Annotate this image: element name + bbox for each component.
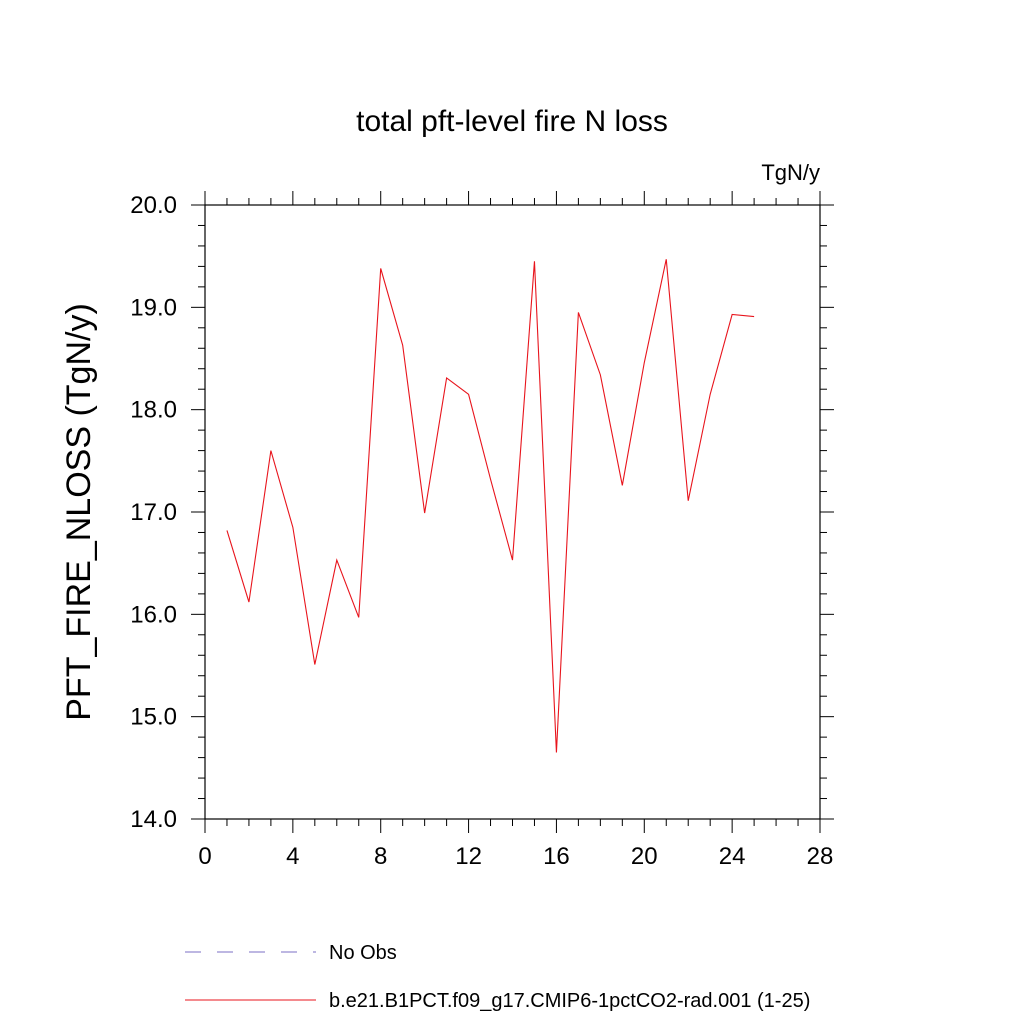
y-tick-label: 16.0 [130,601,177,628]
axis-tick-labels: 0 4 8 12 16 20 24 28 14.0 15.0 16.0 17.0 18.0 19.0 20.… [130,192,833,870]
x-tick-label: 28 [807,843,834,870]
y-tick-label: 19.0 [130,294,177,321]
y-axis-label: PFT_FIRE_NLOSS (TgN/y) [60,303,98,721]
y-tick-label: 15.0 [130,704,177,731]
x-tick-label: 8 [374,843,387,870]
y-tick-label: 20.0 [130,192,177,219]
series-layer [226,259,755,753]
axis-ticks [191,191,834,833]
legend-label: No Obs [329,942,397,964]
y-tick-label: 14.0 [130,806,177,833]
x-tick-label: 20 [631,843,658,870]
plot-frame [204,204,821,820]
series-line [226,259,755,753]
y-tick-label: 17.0 [130,499,177,526]
y-tick-label: 18.0 [130,397,177,424]
legend: No Obs b.e21.B1PCT.f09_g17.CMIP6-1pctCO2-… [185,942,810,1012]
x-tick-label: 0 [198,843,211,870]
x-tick-label: 16 [543,843,570,870]
x-tick-label: 24 [719,843,746,870]
legend-label: b.e21.B1PCT.f09_g17.CMIP6-1pctCO2-rad.00… [329,990,810,1012]
x-tick-label: 4 [286,843,299,870]
units-label: TgN/y [761,160,820,185]
chart-title: total pft-level fire N loss [356,105,668,138]
x-tick-label: 12 [455,843,482,870]
